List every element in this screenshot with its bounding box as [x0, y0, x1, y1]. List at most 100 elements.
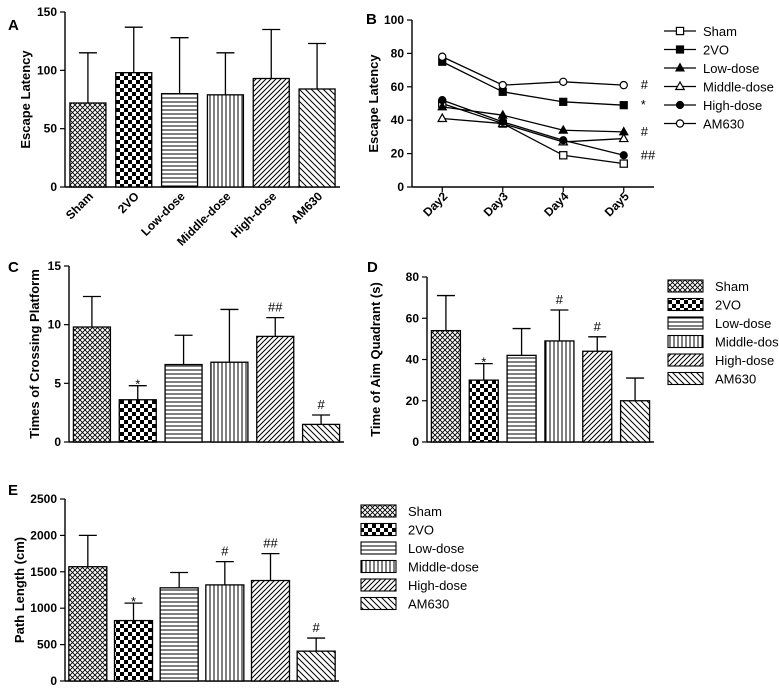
data-point-middle-dose: [618, 132, 629, 143]
bar-high-dose: [250, 579, 291, 682]
legend-marker-high-dose: [675, 100, 685, 110]
data-point-sham: [619, 159, 628, 168]
legend-label-low-dose: Low-dose: [703, 61, 759, 76]
data-point-am630: [619, 80, 628, 90]
bar-middle-dose: [210, 361, 249, 443]
y-tick-label: 2000: [30, 528, 57, 542]
y-tick-label: 60: [391, 80, 405, 94]
data-point-high-dose: [498, 117, 507, 126]
y-tick-label: 0: [54, 435, 61, 449]
y-tick-label: 0: [397, 180, 404, 194]
y-tick-label: 5: [54, 376, 61, 390]
significance-mark: #: [641, 124, 649, 139]
legend-swatch-middle-dose: [360, 559, 397, 574]
legend-swatch-low-dose: [667, 316, 704, 330]
bar-2vo: [113, 619, 154, 682]
significance-mark: ##: [641, 147, 656, 162]
legend-line-series: Sham 2VO Low-dose Middle-dose High-dose AM630: [664, 24, 774, 132]
legend-label-high-dose: High-dose: [715, 353, 774, 368]
bar-2vo: [118, 399, 157, 443]
bar-low-dose: [159, 587, 199, 682]
y-tick-label: 50: [44, 122, 58, 136]
bar-2vo: [115, 72, 153, 188]
data-point-2vo: [619, 101, 628, 110]
legend-marker-am630: [675, 119, 685, 128]
y-tick-label: 60: [406, 311, 420, 325]
y-tick-label: 20: [391, 147, 405, 161]
y-axis-title-A: Escape Latency: [18, 50, 33, 149]
legend-bar-series-d: Sham 2VO Low-dose Middle-dose High-dose AM630: [667, 279, 779, 387]
y-axis-title-B: Escape Latency: [366, 54, 381, 153]
legend-label-sham: Sham: [703, 24, 737, 39]
bar-am630: [298, 88, 336, 188]
bar-middle-dose: [544, 340, 575, 443]
legend-label-low-dose: Low-dose: [715, 316, 771, 331]
legend-label-2vo: 2VO: [703, 43, 729, 58]
legend-label-am630: AM630: [715, 372, 756, 387]
y-tick-label: 0: [50, 180, 57, 194]
legend-swatch-high-dose: [667, 353, 704, 367]
legend-swatch-am630: [667, 371, 704, 386]
bar-middle-dose: [206, 94, 245, 188]
legend-swatch-sham: [360, 504, 397, 518]
panel-label-d: D: [367, 259, 378, 276]
data-point-sham: [559, 151, 568, 160]
bar-high-dose: [582, 350, 613, 443]
y-tick-label: 10: [48, 318, 62, 332]
bar-am630: [301, 423, 341, 443]
significance-mark: #: [317, 397, 325, 412]
x-tick-label: Day2: [420, 189, 450, 219]
x-tick-label: 2VO: [115, 189, 142, 216]
bar-low-dose: [160, 93, 199, 188]
y-axis-title-C: Times of Crossing Platform: [27, 269, 42, 439]
legend-label-sham: Sham: [408, 504, 442, 519]
legend-swatch-low-dose: [360, 541, 397, 555]
x-tick-label: Day5: [602, 189, 632, 219]
legend-label-high-dose: High-dose: [408, 578, 467, 593]
y-tick-label: 2500: [30, 492, 57, 506]
significance-mark: #: [556, 292, 564, 307]
bar-middle-dose: [205, 584, 245, 682]
data-point-low-dose: [437, 101, 448, 111]
panel-label-e: E: [8, 482, 18, 499]
y-tick-label: 150: [37, 5, 57, 19]
y-axis-title-D: Time of Aim Quadrant (s): [368, 282, 383, 437]
data-point-2vo: [559, 97, 568, 106]
bar-sham: [68, 566, 108, 682]
x-tick-label: Day3: [481, 189, 511, 219]
bar-high-dose: [256, 335, 295, 443]
bar-sham: [72, 326, 112, 443]
y-tick-label: 80: [391, 46, 405, 60]
x-tick-label: High-dose: [228, 189, 280, 241]
panel-label-a: A: [8, 17, 19, 34]
data-point-am630: [438, 52, 447, 61]
panel-b-chart: 0 20 40 60 80 100 Escape Latency Day2 Day3 Day4 Da…: [366, 13, 656, 219]
y-tick-label: 1000: [30, 601, 57, 615]
significance-mark: *: [135, 377, 140, 392]
significance-mark: ##: [263, 536, 278, 551]
legend-swatch-2vo: [360, 522, 397, 537]
x-tick-label: Day4: [541, 189, 571, 219]
panel-d-chart: 0 20 40 60 80 Time of Aim Quadrant (s) * # #: [368, 270, 654, 449]
significance-mark: *: [481, 355, 486, 370]
x-tick-label: AM630: [288, 189, 325, 226]
legend-label-low-dose: Low-dose: [408, 541, 464, 556]
series-line-am630: [441, 56, 624, 86]
y-tick-label: 0: [50, 674, 57, 688]
y-axis-title-E: Path Length (cm): [12, 537, 27, 643]
data-point-am630: [498, 80, 507, 90]
legend-label-am630: AM630: [703, 117, 744, 132]
data-point-low-dose: [558, 124, 569, 134]
legend-label-high-dose: High-dose: [703, 98, 762, 113]
legend-label-am630: AM630: [408, 597, 449, 612]
y-tick-label: 15: [48, 259, 62, 273]
legend-swatch-high-dose: [360, 578, 397, 592]
legend-marker-2vo: [675, 45, 685, 54]
y-tick-label: 500: [37, 638, 57, 652]
significance-mark: ##: [268, 300, 283, 315]
legend-marker-sham: [675, 26, 685, 36]
y-tick-label: 40: [391, 113, 405, 127]
series-line-high-dose: [442, 99, 624, 156]
